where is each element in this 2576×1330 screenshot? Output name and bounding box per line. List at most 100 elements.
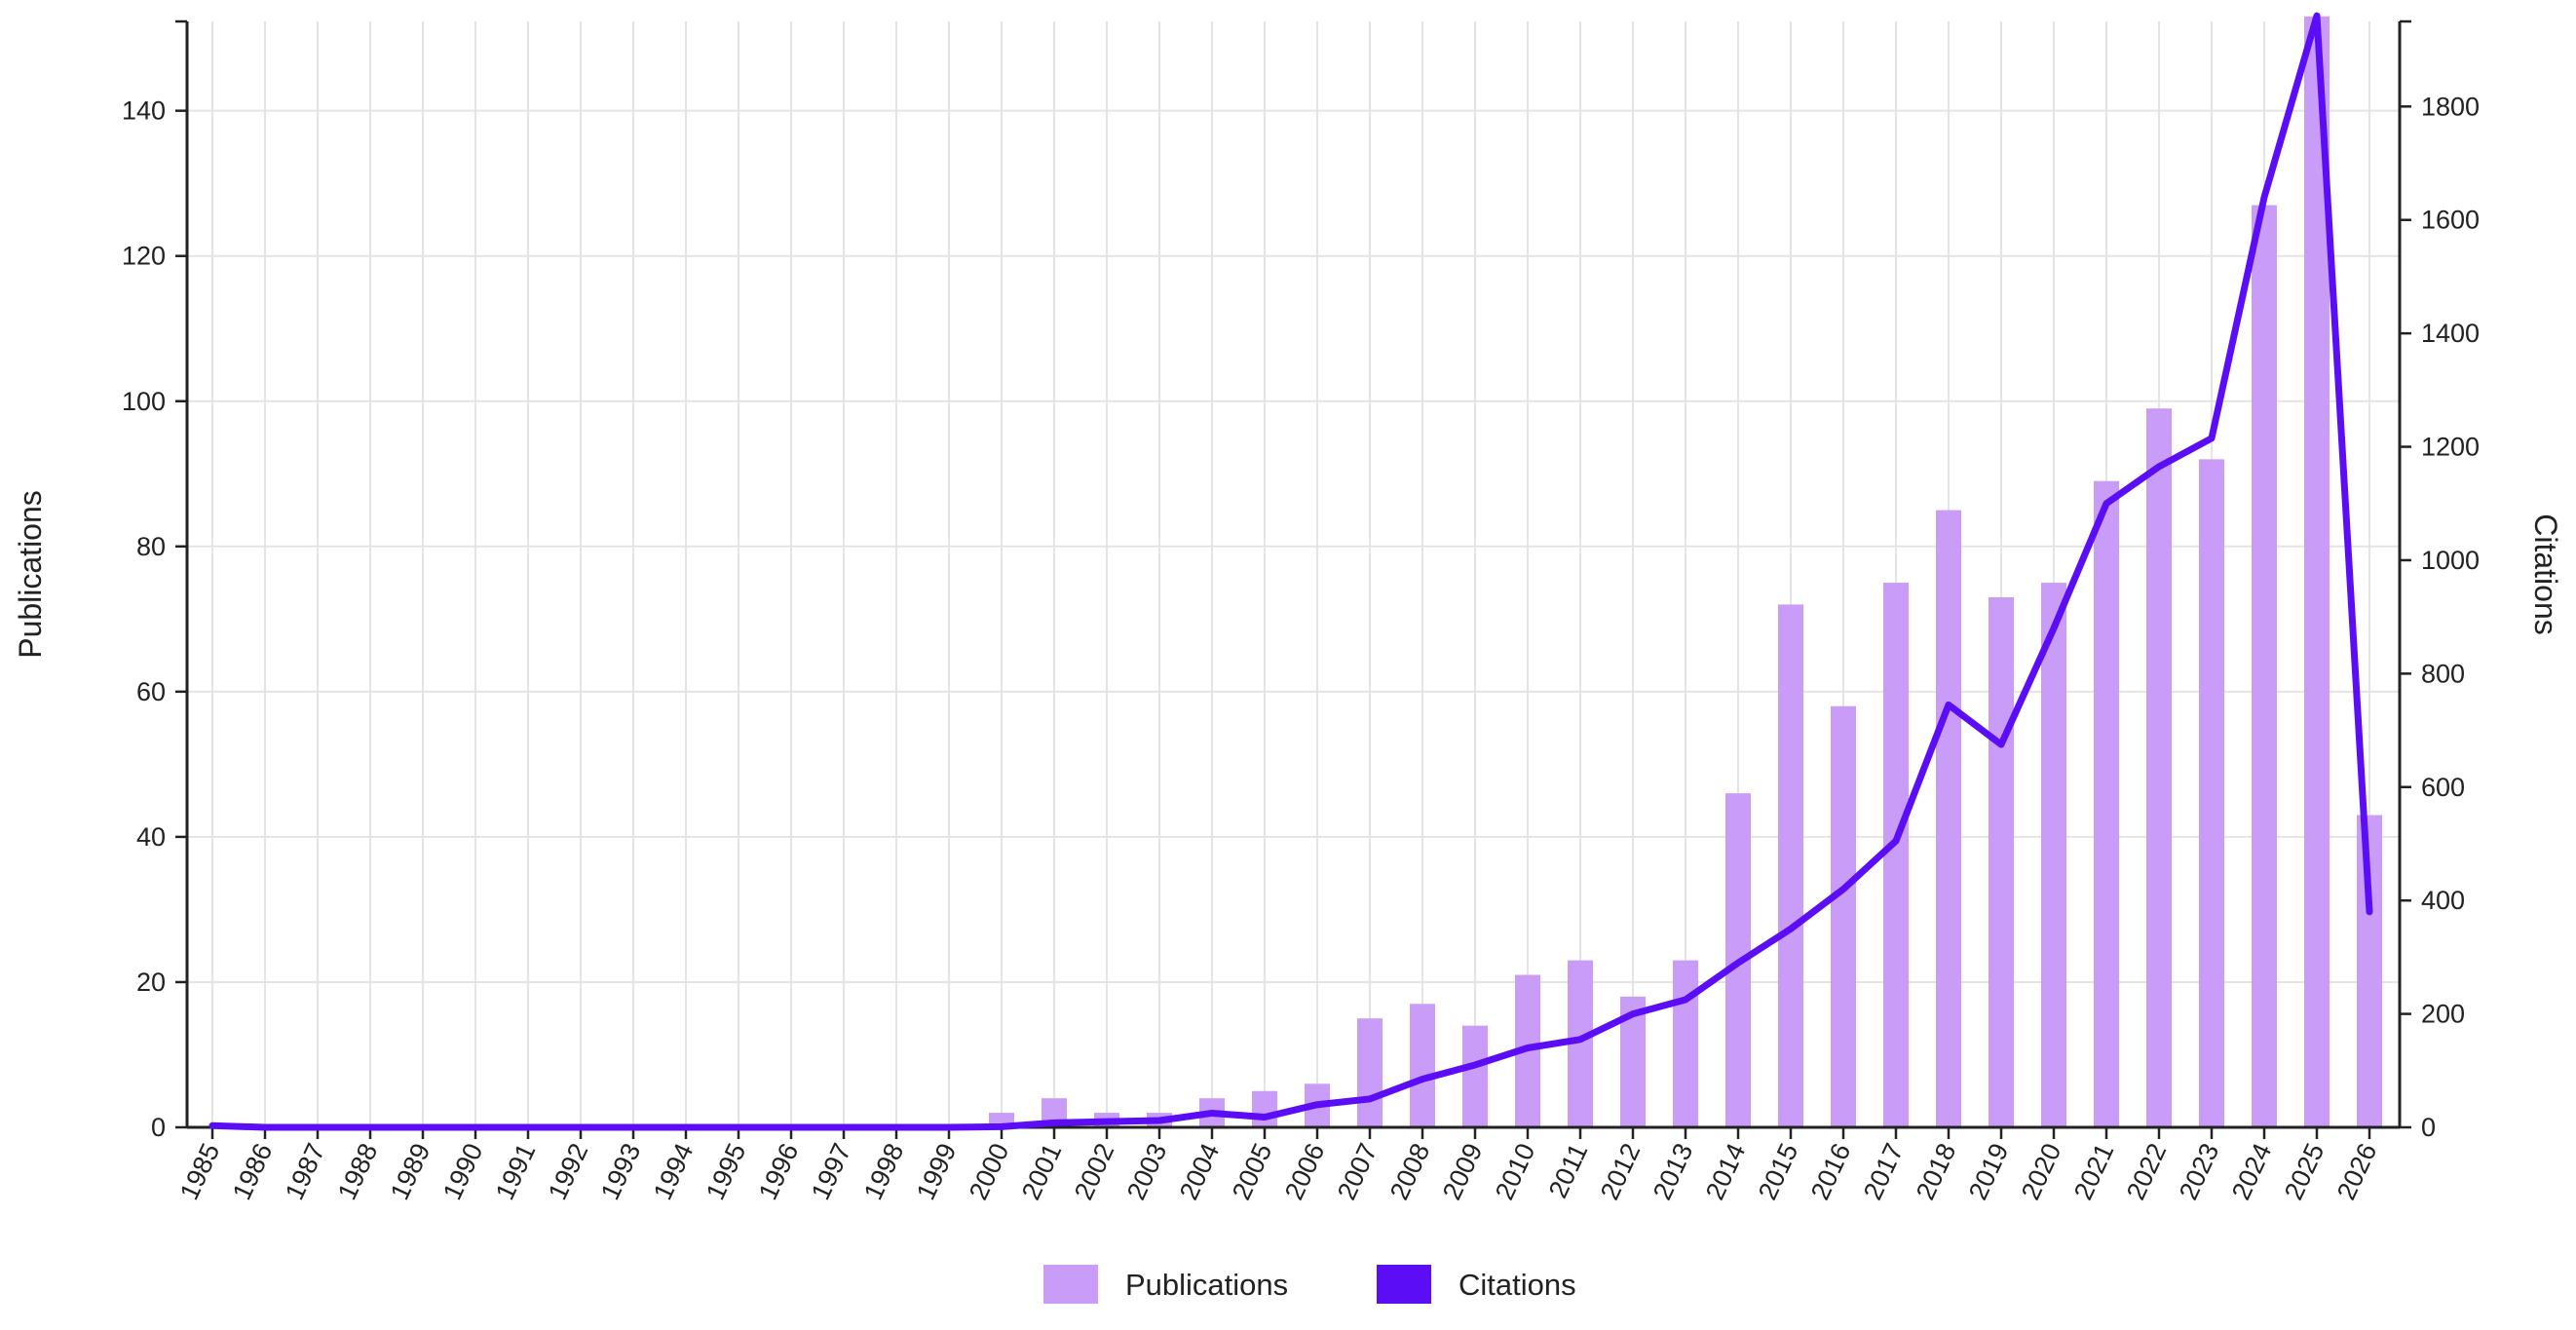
x-tick-label: 1997: [806, 1139, 857, 1204]
point-citations: [1842, 889, 1844, 891]
point-citations: [1895, 840, 1897, 842]
point-citations: [1369, 1098, 1371, 1100]
x-tick-label: 2008: [1384, 1139, 1436, 1204]
x-tick-label: 2019: [1963, 1139, 2015, 1204]
y-tick-label-right: 800: [2421, 659, 2465, 688]
bar-publications: [2041, 583, 2066, 1127]
x-tick-label: 2003: [1121, 1139, 1173, 1204]
x-tick-label: 2021: [2068, 1139, 2120, 1204]
x-tick-label: 2009: [1437, 1139, 1489, 1204]
point-citations: [1264, 1117, 1266, 1119]
x-tick-label: 1986: [227, 1139, 279, 1204]
bar-publications: [2146, 408, 2172, 1127]
x-tick-label: 2006: [1279, 1139, 1331, 1204]
x-tick-label: 2024: [2226, 1139, 2278, 1204]
point-citations: [317, 1126, 319, 1128]
point-citations: [1421, 1079, 1423, 1081]
bar-publications: [2094, 480, 2119, 1127]
point-citations: [1001, 1125, 1003, 1127]
legend-label-publications: Publications: [1125, 1268, 1288, 1302]
point-citations: [474, 1126, 476, 1128]
point-citations: [369, 1126, 371, 1128]
x-tick-label: 2000: [964, 1139, 1015, 1204]
x-tick-label: 2026: [2331, 1139, 2383, 1204]
bar-publications: [1357, 1018, 1383, 1127]
y-tick-label-right: 1800: [2421, 92, 2480, 121]
x-tick-label: 2004: [1174, 1139, 1226, 1204]
point-citations: [895, 1126, 897, 1128]
line-layer: [208, 12, 2373, 1131]
point-citations: [1106, 1121, 1108, 1122]
point-citations: [2368, 911, 2370, 913]
y-tick-label-right: 400: [2421, 886, 2465, 915]
line-citations: [208, 12, 2373, 1131]
x-tick-label: 2011: [1543, 1139, 1594, 1202]
bar-publications: [1883, 583, 1909, 1127]
x-tick-label: 2020: [2016, 1139, 2067, 1204]
point-citations: [1632, 1013, 1634, 1015]
legend-swatch-citations: [1377, 1265, 1431, 1304]
bar-publications: [2199, 459, 2224, 1127]
y-tick-label-right: 1200: [2421, 433, 2480, 462]
point-citations: [527, 1126, 529, 1128]
point-citations: [2316, 15, 2318, 17]
x-tick-label: 2016: [1805, 1139, 1857, 1204]
x-tick-label: 1990: [437, 1139, 489, 1204]
bar-publications: [1989, 596, 2014, 1127]
point-citations: [1579, 1039, 1581, 1041]
x-tick-label: 2007: [1332, 1139, 1383, 1204]
x-tick-label: 2010: [1490, 1139, 1541, 1204]
y-tick-label-left: 100: [122, 387, 166, 416]
point-citations: [843, 1126, 845, 1128]
bar-publications: [2252, 205, 2277, 1127]
point-citations: [2211, 437, 2213, 439]
x-tick-label: 2025: [2279, 1139, 2330, 1204]
x-tick-label: 2018: [1911, 1139, 1962, 1204]
x-tick-label: 2005: [1227, 1139, 1278, 1204]
x-tick-label: 1987: [280, 1139, 331, 1204]
x-tick-label: 1991: [490, 1139, 542, 1204]
x-tick-label: 2001: [1016, 1139, 1068, 1204]
point-citations: [580, 1126, 582, 1128]
point-citations: [2263, 196, 2265, 198]
bar-publications: [1410, 1004, 1435, 1127]
point-citations: [211, 1124, 213, 1126]
x-tick-label: 2013: [1648, 1139, 1699, 1204]
y-tick-label-left: 40: [136, 822, 166, 852]
legend: Publications Citations: [1043, 1265, 1576, 1304]
label-layer: 0204060801001201400200400600800100012001…: [13, 92, 2563, 1204]
point-citations: [685, 1126, 687, 1128]
point-citations: [632, 1126, 634, 1128]
y-tick-label-right: 200: [2421, 1000, 2465, 1029]
x-tick-label: 2017: [1858, 1139, 1910, 1204]
x-tick-label: 2012: [1595, 1139, 1647, 1204]
y-tick-label-right: 0: [2421, 1113, 2436, 1142]
bar-layer: [989, 16, 2382, 1127]
y-tick-label-left: 60: [136, 677, 166, 706]
bar-publications: [1673, 960, 1698, 1127]
bar-publications: [1936, 510, 1961, 1127]
x-tick-label: 1989: [385, 1139, 436, 1204]
y-tick-label-left: 80: [136, 532, 166, 561]
y-tick-label-left: 140: [122, 96, 166, 126]
y-tick-label-right: 1600: [2421, 206, 2480, 235]
point-citations: [264, 1126, 266, 1128]
bar-publications: [1252, 1090, 1277, 1127]
x-tick-label: 1996: [753, 1139, 805, 1204]
point-citations: [790, 1126, 792, 1128]
legend-label-citations: Citations: [1458, 1268, 1576, 1302]
point-citations: [948, 1126, 950, 1128]
x-tick-label: 2002: [1069, 1139, 1120, 1204]
x-tick-label: 2015: [1753, 1139, 1804, 1204]
x-tick-label: 1985: [174, 1139, 226, 1204]
bar-publications: [1462, 1025, 1488, 1127]
point-citations: [2158, 466, 2160, 468]
point-citations: [422, 1126, 424, 1128]
y-axis-title-right: Citations: [2528, 513, 2563, 635]
point-citations: [1527, 1047, 1529, 1049]
x-tick-label: 1994: [648, 1139, 700, 1204]
point-citations: [1474, 1064, 1476, 1066]
point-citations: [1948, 703, 1950, 705]
x-tick-label: 1995: [701, 1139, 752, 1204]
